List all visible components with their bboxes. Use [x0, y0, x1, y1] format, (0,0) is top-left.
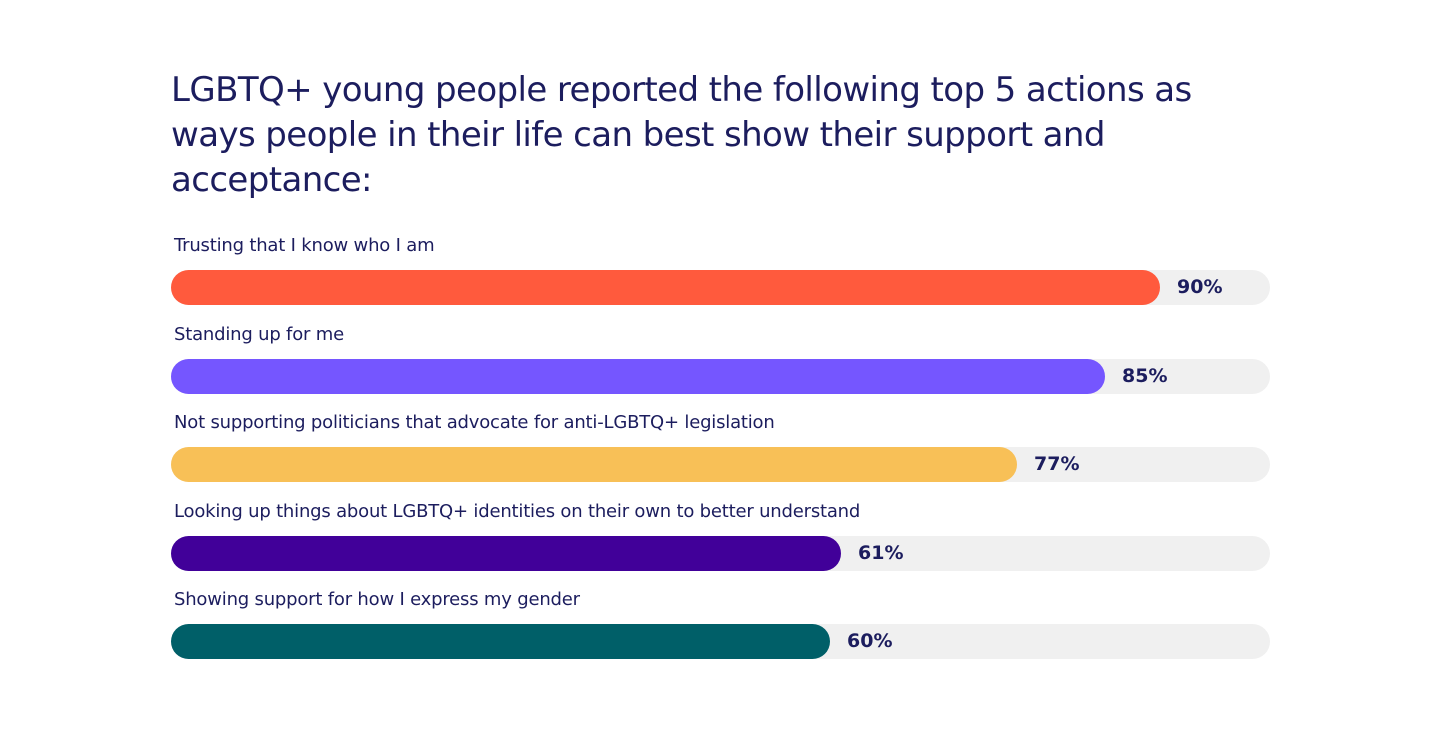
- bar-category-label: Showing support for how I express my gen…: [174, 589, 580, 610]
- bar-track: [171, 358, 1270, 394]
- bar-fill: [171, 358, 1105, 394]
- bar-category-label: Standing up for me: [174, 323, 344, 345]
- bar-value-label: 60%: [847, 630, 893, 652]
- bar-chart: LGBTQ+ young people reported the followi…: [171, 68, 1270, 659]
- bar-category-label: Trusting that I know who I am: [174, 235, 435, 256]
- bar-row: Looking up things about LGBTQ+ identitie…: [171, 499, 1270, 588]
- bar-row: Not supporting politicians that advocate…: [171, 410, 1270, 499]
- bar-value-label: 61%: [858, 541, 904, 564]
- chart-title: LGBTQ+ young people reported the followi…: [171, 70, 1192, 200]
- bar-track: [171, 447, 1270, 482]
- bar-value-label: 90%: [1177, 276, 1223, 298]
- bar-fill: [171, 447, 1017, 482]
- bar-fill: [171, 270, 1160, 305]
- bar-track: [171, 270, 1270, 305]
- bar-row: Standing up for me 85%: [171, 322, 1270, 411]
- bar-value-label: 77%: [1034, 453, 1080, 475]
- bar-category-label: Looking up things about LGBTQ+ identitie…: [174, 500, 861, 522]
- bar-rows: Trusting that I know who I am 90% Standing…: [171, 233, 1270, 676]
- bar-fill: [171, 535, 841, 571]
- bar-track: [171, 535, 1270, 571]
- bar-fill: [171, 624, 830, 659]
- bar-category-label: Not supporting politicians that advocate…: [174, 412, 775, 433]
- bar-row: Trusting that I know who I am 90%: [171, 233, 1270, 322]
- bar-track: [171, 624, 1270, 659]
- bar-value-label: 85%: [1122, 364, 1168, 387]
- bar-row: Showing support for how I express my gen…: [171, 587, 1270, 676]
